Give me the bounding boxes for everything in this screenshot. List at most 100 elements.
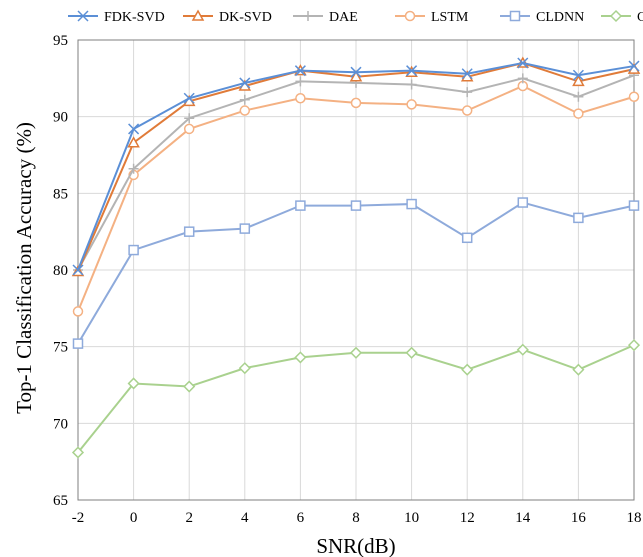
- legend: FDK-SVD DK-SVD DAE LSTM CLDNN CNN: [68, 9, 643, 25]
- legend-label-cnn: CNN: [637, 10, 643, 25]
- series-cnn: [71, 339, 641, 459]
- data-point-cldnn: [461, 232, 473, 244]
- x-tick-label: 10: [404, 510, 419, 526]
- legend-marker-fdk-svd: [77, 10, 89, 22]
- legend-label-fdk-svd: FDK-SVD: [104, 10, 165, 25]
- legend-item-lstm: LSTM: [395, 10, 469, 25]
- legend-marker-lstm: [404, 10, 416, 22]
- data-point-lstm: [461, 105, 473, 116]
- data-point-cldnn: [406, 198, 417, 210]
- data-point-fdk-svd: [350, 66, 362, 78]
- data-point-dae: [128, 163, 139, 174]
- data-point-fdk-svd: [128, 123, 140, 135]
- legend-label-dk-svd: DK-SVD: [219, 10, 272, 25]
- data-point-cnn: [238, 362, 251, 375]
- data-point-dae: [184, 113, 195, 124]
- data-point-cnn: [127, 377, 140, 390]
- data-point-dae: [462, 87, 473, 98]
- series-fdk-svd: [72, 57, 640, 276]
- axes-layer: 65 70 75 80 85 90 95 -2 0 2 4 6 8 10 12 14 16 18: [53, 33, 642, 526]
- data-point-dae: [239, 94, 250, 105]
- data-point-lstm: [239, 105, 251, 116]
- y-tick-label: 85: [53, 186, 68, 202]
- legend-item-fdk-svd: FDK-SVD: [68, 10, 165, 25]
- data-point-fdk-svd: [239, 77, 251, 89]
- legend-label-lstm: LSTM: [431, 10, 469, 25]
- data-point-cldnn: [350, 200, 362, 211]
- y-tick-label: 75: [53, 340, 68, 356]
- data-point-fdk-svd: [406, 65, 418, 77]
- data-point-fdk-svd: [572, 69, 584, 81]
- y-tick-label: 80: [53, 263, 68, 279]
- legend-item-cldnn: CLDNN: [500, 10, 584, 25]
- data-point-fdk-svd: [461, 68, 473, 80]
- data-point-cnn: [461, 363, 474, 376]
- data-point-lstm: [72, 306, 84, 317]
- legend-item-cnn: CNN: [601, 9, 643, 25]
- series-cldnn: [72, 197, 640, 349]
- data-point-lstm: [183, 123, 195, 135]
- x-axis-title: SNR(dB): [316, 534, 395, 557]
- data-point-cnn: [516, 343, 529, 356]
- data-point-dk-svd: [127, 136, 140, 148]
- data-point-cnn: [572, 363, 585, 376]
- data-point-cldnn: [128, 244, 139, 256]
- data-point-lstm: [295, 93, 306, 104]
- x-tick-label: 6: [297, 510, 305, 526]
- x-tick-label: 0: [130, 510, 138, 526]
- data-point-fdk-svd: [72, 264, 84, 276]
- data-point-dae: [517, 73, 528, 84]
- legend-marker-cldnn: [509, 10, 521, 22]
- series-dae: [73, 70, 639, 275]
- legend-marker-dae: [303, 11, 313, 21]
- data-point-fdk-svd: [628, 60, 640, 72]
- y-axis-title: Top-1 Classification Accuracy (%): [12, 122, 36, 414]
- data-point-dk-svd: [349, 70, 363, 82]
- x-tick-label: 8: [352, 510, 360, 526]
- data-point-lstm: [350, 97, 362, 109]
- data-point-cnn: [294, 351, 307, 364]
- data-point-cldnn: [183, 226, 195, 237]
- data-point-cnn: [405, 346, 418, 359]
- y-tick-label: 65: [53, 493, 68, 509]
- legend-marker-dk-svd: [191, 9, 205, 21]
- legend-marker-cnn: [609, 9, 623, 23]
- data-point-cldnn: [72, 338, 84, 349]
- x-tick-label: 4: [241, 510, 249, 526]
- y-tick-label: 70: [53, 416, 68, 432]
- x-tick-label: 14: [515, 510, 531, 526]
- data-point-cldnn: [239, 223, 251, 234]
- y-tick-label: 90: [53, 110, 68, 126]
- data-point-cldnn: [628, 200, 640, 211]
- data-point-dae: [295, 76, 306, 87]
- legend-label-cldnn: CLDNN: [536, 10, 584, 25]
- data-point-cldnn: [573, 212, 584, 224]
- data-point-cnn: [183, 380, 196, 393]
- data-point-cldnn: [295, 200, 306, 211]
- series-layer: [71, 56, 641, 459]
- data-point-dae: [573, 91, 584, 102]
- data-point-cnn: [349, 346, 363, 359]
- data-point-lstm: [573, 108, 584, 119]
- x-tick-label: 2: [185, 510, 193, 526]
- data-point-lstm: [406, 99, 417, 110]
- data-point-cldnn: [517, 197, 529, 208]
- data-point-dae: [406, 79, 417, 90]
- data-point-dk-svd: [572, 74, 585, 87]
- x-tick-label: 16: [571, 510, 587, 526]
- x-tick-label: -2: [72, 510, 85, 526]
- legend-label-dae: DAE: [329, 10, 358, 25]
- data-point-cnn: [71, 446, 85, 459]
- y-tick-label: 95: [53, 33, 68, 49]
- data-point-fdk-svd: [183, 92, 195, 104]
- data-point-cnn: [627, 339, 641, 352]
- grid-layer: [77, 39, 635, 501]
- x-tick-label: 18: [627, 510, 642, 526]
- x-tick-label: 12: [460, 510, 475, 526]
- data-point-lstm: [628, 91, 640, 102]
- legend-item-dae: DAE: [293, 10, 358, 25]
- data-point-fdk-svd: [517, 57, 529, 69]
- data-point-fdk-svd: [294, 65, 306, 77]
